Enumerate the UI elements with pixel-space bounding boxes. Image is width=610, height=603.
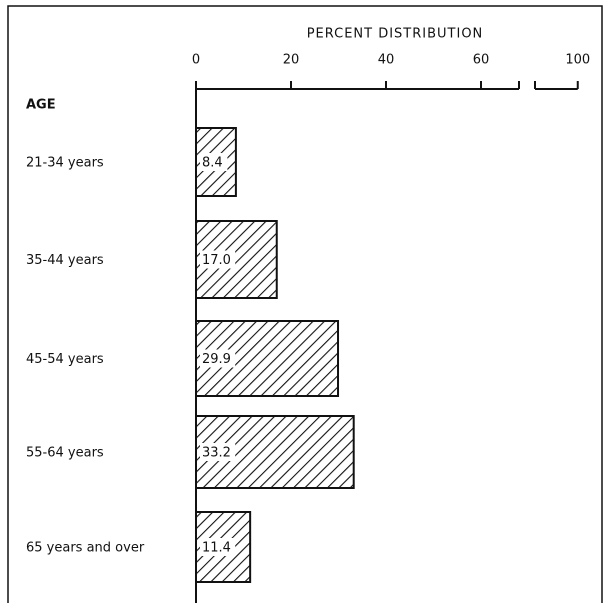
y-axis-label: AGE [26, 98, 56, 113]
value-label: 17.0 [202, 253, 231, 268]
y-tick-label: 55-64 years [26, 446, 104, 461]
y-tick-label: 65 years and over [26, 541, 145, 556]
value-label: 11.4 [202, 541, 231, 556]
x-tick-label: 40 [378, 53, 395, 68]
frame [7, 5, 603, 603]
x-tick-label: 100 [565, 53, 590, 68]
value-label-bg [200, 443, 236, 461]
value-label: 8.4 [202, 156, 223, 171]
value-label: 29.9 [202, 352, 231, 367]
value-label-bg [200, 349, 236, 368]
chart-title: PERCENT DISTRIBUTION [307, 27, 484, 42]
value-label-bg [200, 538, 236, 556]
y-tick-label: 45-54 years [26, 352, 104, 367]
value-label-bg [200, 250, 236, 269]
value-label-bg [200, 153, 228, 171]
x-tick-label: 0 [192, 53, 200, 68]
x-tick-label: 60 [473, 53, 490, 68]
y-tick-label: 21-34 years [26, 156, 104, 171]
value-label: 33.2 [202, 446, 231, 461]
y-tick-label: 35-44 years [26, 253, 104, 268]
x-tick-label: 20 [283, 53, 300, 68]
